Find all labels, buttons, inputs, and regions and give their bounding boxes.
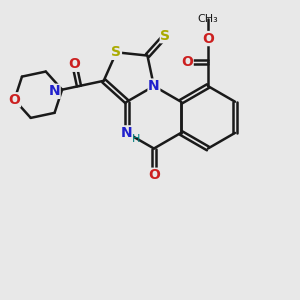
Text: S: S [111,45,122,59]
Text: O: O [202,32,214,46]
Text: S: S [160,29,170,43]
Text: O: O [68,57,80,71]
Text: CH₃: CH₃ [198,14,218,24]
Text: N: N [48,84,60,98]
Text: O: O [8,93,20,107]
Text: N: N [121,126,133,140]
Text: H: H [132,134,141,144]
Text: O: O [148,168,160,182]
Text: N: N [148,79,160,93]
Text: O: O [181,55,193,69]
